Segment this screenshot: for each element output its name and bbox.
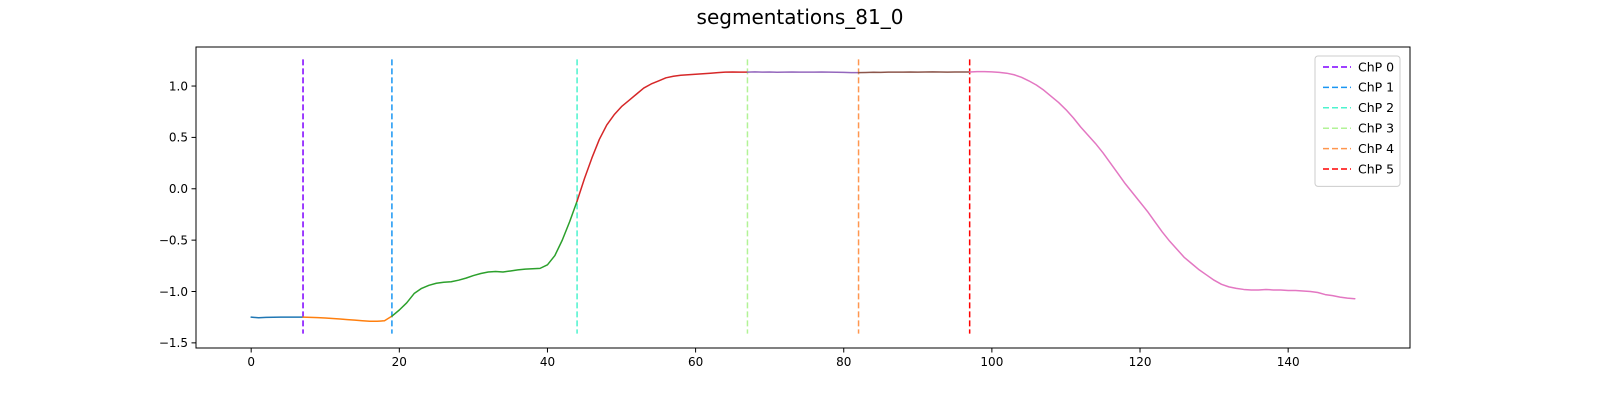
legend-box: [1314, 55, 1401, 187]
x-tick-label: 80: [836, 355, 851, 369]
series-segment-2: [391, 200, 578, 317]
series-layer: [250, 70, 1356, 323]
legend-label-1: ChP 1: [1358, 80, 1394, 95]
legend-label-3: ChP 3: [1358, 121, 1394, 136]
x-tick-label: 0: [247, 355, 255, 369]
chart-title: segmentations_81_0: [697, 5, 904, 29]
plot-background: [196, 47, 1410, 348]
y-tick-label: −1.0: [159, 285, 188, 299]
legend-label-4: ChP 4: [1358, 141, 1394, 156]
y-tick-label: 0.5: [169, 131, 188, 145]
series-segment-3: [576, 71, 749, 202]
y-tick-label: 0.0: [169, 182, 188, 196]
series-segment-1: [302, 315, 393, 323]
changepoint-layer: [302, 59, 971, 334]
legend-label-5: ChP 5: [1358, 161, 1394, 176]
legend-label-2: ChP 2: [1358, 100, 1394, 115]
y-tick-label: 1.0: [169, 79, 188, 93]
plot-area: [196, 47, 1410, 348]
axes-frame: [195, 46, 1411, 349]
x-tick-label: 100: [980, 355, 1003, 369]
y-tick-label: −0.5: [159, 233, 188, 247]
x-tick-label: 120: [1129, 355, 1152, 369]
series-segment-0: [250, 316, 304, 319]
x-tick-label: 140: [1277, 355, 1300, 369]
y-tick-label: −1.5: [159, 336, 188, 350]
legend-label-0: ChP 0: [1358, 59, 1394, 74]
series-segment-5: [857, 71, 971, 74]
axes-layer: 0 20 40 60 80 100 120 140 −1.5 −1.0 −0.5 0.0 0.5 1.0: [159, 46, 1411, 369]
x-tick-label: 40: [540, 355, 555, 369]
series-segment-4: [746, 71, 860, 74]
x-tick-label: 60: [688, 355, 703, 369]
x-tick-label: 20: [392, 355, 407, 369]
legend: ChP 0 ChP 1 ChP 2 ChP 3 ChP 4 ChP 5: [1314, 55, 1401, 187]
series-segment-6: [968, 70, 1356, 300]
